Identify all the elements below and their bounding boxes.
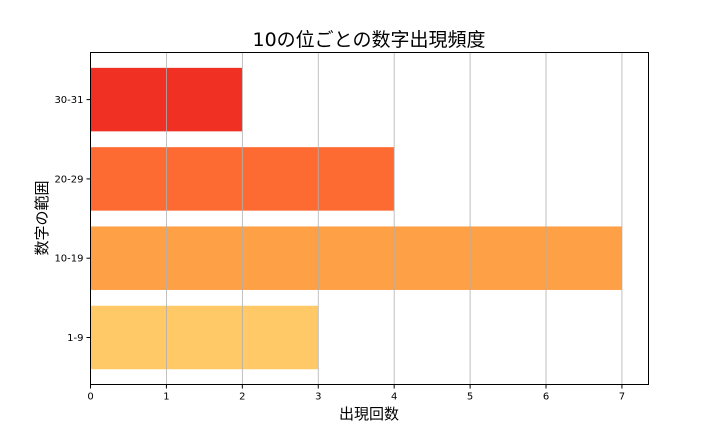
bar-1-9: [90, 305, 319, 370]
bar-10-19: [90, 226, 622, 290]
x-tick-label: 0: [87, 392, 93, 403]
chart-title: 10の位ごとの数字出現頻度: [253, 29, 486, 51]
y-tick-label: 1-9: [67, 333, 83, 344]
x-tick-label: 7: [619, 392, 625, 403]
y-axis-label: 数字の範囲: [33, 180, 51, 255]
y-tick-label: 20-29: [54, 174, 83, 185]
bars: [90, 52, 623, 385]
plot-frame: [90, 52, 649, 385]
x-tick-label: 4: [391, 392, 397, 403]
ticks: 1-9 10-19 20-29 30-31 0 1 2 3 4 5 6 7: [54, 95, 625, 402]
x-tick-label: 2: [239, 392, 245, 403]
x-tick-label: 5: [467, 392, 473, 403]
x-axis-label: 出現回数: [339, 405, 399, 423]
x-tick-label: 1: [163, 392, 169, 403]
y-tick-label: 10-19: [54, 254, 83, 265]
x-tick-label: 6: [543, 392, 549, 403]
x-tick-label: 3: [315, 392, 321, 403]
y-tick-label: 30-31: [54, 95, 83, 106]
